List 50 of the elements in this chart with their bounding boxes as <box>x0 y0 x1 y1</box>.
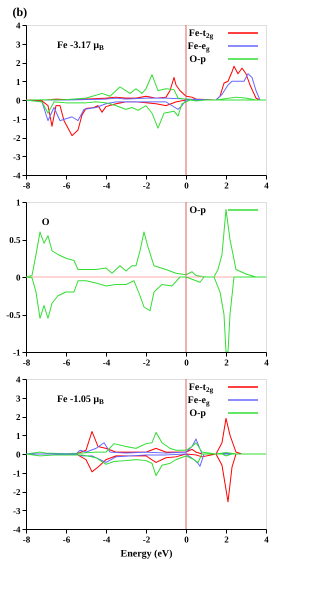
x-tick-label: -4 <box>102 358 111 368</box>
y-tick-label: 3 <box>16 39 21 50</box>
y-tick-label: 0 <box>16 450 21 460</box>
x-tick-label: -2 <box>142 180 151 190</box>
x-tick-label: 2 <box>224 358 230 368</box>
y-tick-label: -3 <box>13 152 21 162</box>
y-tick-label: 1 <box>16 430 21 441</box>
y-tick-label: -4 <box>13 524 21 534</box>
legend-label: O-p <box>189 54 206 65</box>
x-tick-label: -8 <box>22 358 31 368</box>
y-tick-label: -1 <box>13 468 21 478</box>
x-tick-label: 0 <box>184 534 190 544</box>
y-tick-label: -0.5 <box>6 310 21 320</box>
y-tick-label: 0 <box>16 272 21 282</box>
y-tick-label: -4 <box>13 170 21 180</box>
y-tick-label: 4 <box>16 20 21 30</box>
x-tick-label: 0 <box>184 358 190 368</box>
x-tick-label: -8 <box>22 180 31 190</box>
x-tick-label: -4 <box>102 180 111 190</box>
x-tick-label: 4 <box>264 358 270 368</box>
y-tick-label: 2 <box>16 412 21 422</box>
y-tick-label: 3 <box>16 393 21 404</box>
legend-label: O-p <box>189 205 206 216</box>
y-tick-label: -2 <box>13 487 21 497</box>
x-tick-label: 4 <box>264 534 270 544</box>
x-tick-label: -4 <box>102 534 111 544</box>
legend-label: O-p <box>189 408 206 419</box>
x-tick-label: -6 <box>62 180 71 190</box>
x-tick-label: 0 <box>184 180 190 190</box>
x-tick-label: 2 <box>224 180 230 190</box>
y-tick-label: -2 <box>13 133 21 143</box>
x-tick-label: -6 <box>62 358 71 368</box>
y-tick-label: 4 <box>16 374 21 384</box>
y-tick-label: 0 <box>16 96 21 106</box>
x-tick-label: 2 <box>224 534 230 544</box>
annotation: O <box>42 217 50 228</box>
x-tick-label: -2 <box>142 534 151 544</box>
x-tick-label: -6 <box>62 534 71 544</box>
x-tick-label: -2 <box>142 358 151 368</box>
x-tick-label: -8 <box>22 534 31 544</box>
y-tick-label: -1 <box>13 348 21 358</box>
chart-title: (b) <box>12 5 28 19</box>
y-tick-label: 0.5 <box>9 235 21 245</box>
y-tick-label: 2 <box>16 58 21 68</box>
x-tick-label: 4 <box>264 180 270 190</box>
y-tick-label: 1 <box>16 76 21 87</box>
y-tick-label: -3 <box>13 506 21 516</box>
x-axis-title: Energy (eV) <box>120 548 172 560</box>
y-tick-label: -1 <box>13 114 21 124</box>
y-tick-label: 1 <box>16 198 21 208</box>
